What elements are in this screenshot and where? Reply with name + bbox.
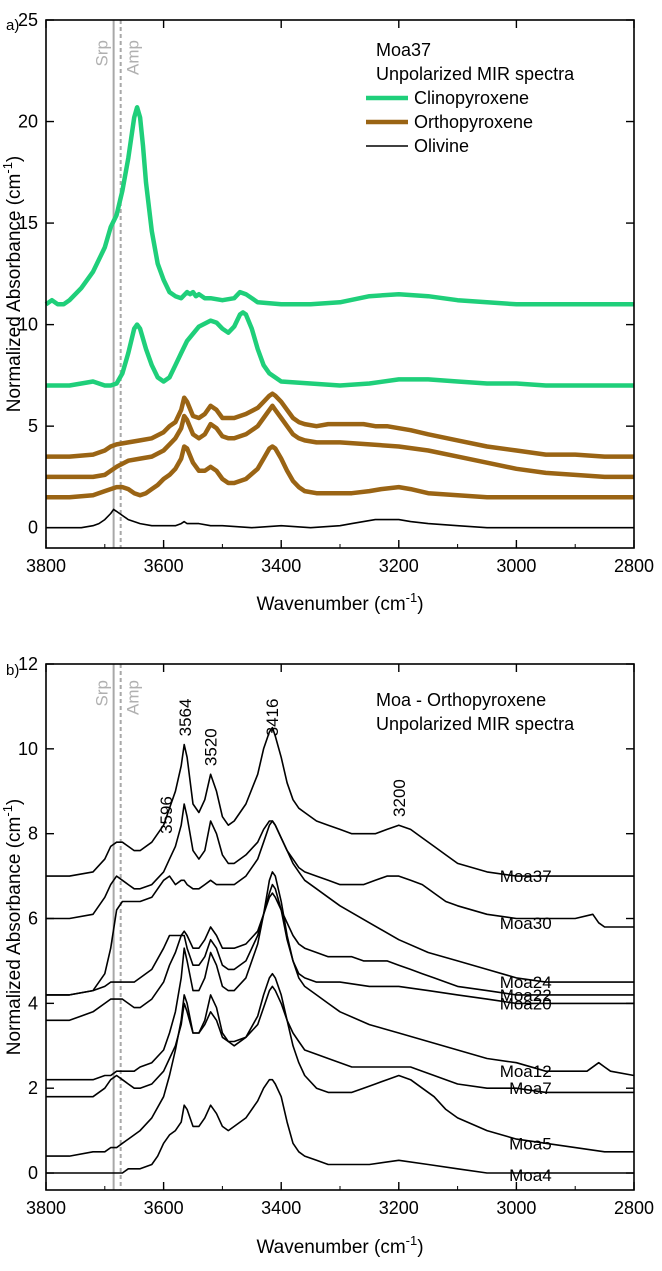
ref-label-amp: Amp [124,40,143,75]
panel-label: b) [6,662,19,679]
series-line-moa4 [46,1078,634,1174]
series-line-moa30 [46,803,634,928]
plot-frame [45,19,635,549]
panel-b-chart: b)Srp AmpMoa37Moa30Moa24Moa22Moa20Moa12Mo… [0,654,654,1258]
series-line-orthopyroxene [46,403,634,480]
sample-label-moa37: Moa37 [500,867,552,886]
y-tick-label: 6 [28,909,38,929]
peak-label-3416: 3416 [263,699,282,737]
series-line-orthopyroxene [46,444,634,500]
peak-label-3200: 3200 [390,779,409,817]
legend-label-olivine: Olivine [414,136,469,156]
series-line-moa7 [46,985,634,1098]
chart-title: Moa - Orthopyroxene [376,690,546,710]
x-tick-label: 2800 [614,1198,654,1218]
x-tick-label: 3400 [261,1198,301,1218]
ref-label-srp: Srp [93,40,112,66]
legend-label-clinopyroxene: Clinopyroxene [414,88,529,108]
legend-label-orthopyroxene: Orthopyroxene [414,112,533,132]
x-tick-label: 3200 [379,556,419,576]
sample-label-moa20: Moa20 [500,994,552,1013]
chart-subtitle: Unpolarized MIR spectra [376,64,575,84]
peak-label-3520: 3520 [202,728,221,766]
y-tick-label: 12 [18,654,38,674]
sample-label-moa24: Moa24 [500,973,552,992]
y-tick-label: 15 [18,213,38,233]
y-tick-label: 5 [28,416,38,436]
series-line-moa24 [46,820,634,996]
y-tick-label: 10 [18,739,38,759]
series-line-clinopyroxene [46,310,634,388]
y-tick-label: 20 [18,112,38,132]
chart-subtitle: Unpolarized MIR spectra [376,714,575,734]
series-line-olivine [46,508,634,529]
y-axis-title: Normalized Absorbance (cm-1) [0,156,25,413]
x-tick-label: 3800 [26,1198,66,1218]
y-tick-label: 8 [28,824,38,844]
sample-label-moa7: Moa7 [509,1079,552,1098]
y-tick-label: 0 [28,518,38,538]
sample-label-moa4: Moa4 [509,1166,552,1185]
sample-label-moa30: Moa30 [500,914,552,933]
series-line-orthopyroxene [46,391,634,459]
peak-label-3564: 3564 [176,699,195,737]
series-line-moa12 [46,871,635,1081]
x-tick-label: 3000 [496,1198,536,1218]
series-line-clinopyroxene [44,105,634,307]
x-axis-title: Wavenumber (cm-1) [256,590,423,615]
y-tick-label: 2 [28,1078,38,1098]
x-tick-label: 3800 [26,556,66,576]
ref-label-amp: Amp [124,680,143,715]
sample-label-moa5: Moa5 [509,1134,552,1153]
panel-a-chart: a) Srp Amp 3800 3600 3400 3200 3000 2800 0 5 10 15 20… [0,10,654,615]
sample-label-moa22: Moa22 [500,986,552,1005]
y-tick-label: 4 [28,993,38,1013]
y-tick-label: 25 [18,10,38,30]
x-axis-title: Wavenumber (cm-1) [256,1233,423,1258]
y-axis-title: Normalized Absorbance (cm-1) [0,799,25,1056]
sample-label-moa12: Moa12 [500,1062,552,1081]
x-tick-label: 2800 [614,556,654,576]
x-tick-label: 3600 [144,556,184,576]
x-tick-label: 3000 [496,556,536,576]
x-tick-label: 3200 [379,1198,419,1218]
y-tick-label: 10 [18,315,38,335]
peak-label-3596: 3596 [157,796,176,834]
series-line-moa37 [46,726,634,877]
chart-title: Moa37 [376,40,431,60]
ref-label-srp: Srp [93,680,112,706]
y-tick-label: 0 [28,1163,38,1183]
panel-label: a) [6,17,19,34]
x-tick-label: 3400 [261,556,301,576]
series-line-moa5 [46,972,634,1157]
x-tick-label: 3600 [144,1198,184,1218]
series-line-moa20 [46,883,634,1022]
